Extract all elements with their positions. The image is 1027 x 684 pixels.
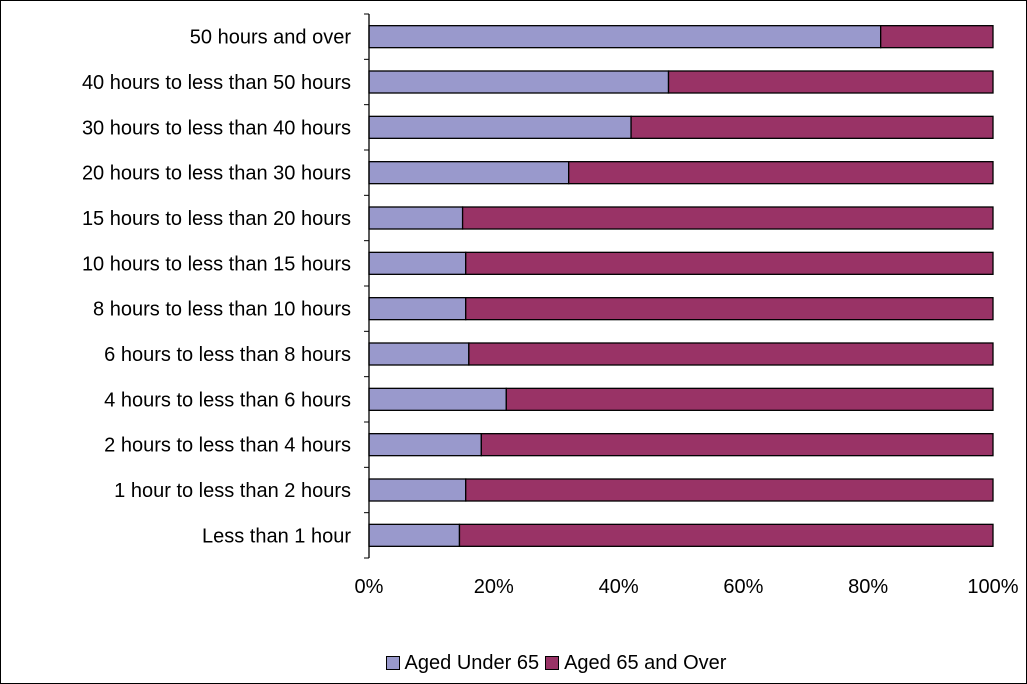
legend-label-under-65: Aged Under 65 — [404, 651, 540, 674]
bar-65-and-over-6 — [465, 297, 994, 321]
x-tick-label-5: 100% — [967, 576, 1018, 598]
category-label-11: Less than 1 hour — [202, 525, 351, 547]
category-label-8: 4 hours to less than 6 hours — [104, 389, 351, 411]
x-tick-label-4: 80% — [848, 576, 888, 598]
category-label-5: 10 hours to less than 15 hours — [82, 253, 351, 275]
bar-under-65-11 — [368, 523, 461, 547]
bar-under-65-2 — [368, 115, 632, 139]
bar-under-65-0 — [368, 25, 882, 49]
category-label-3: 20 hours to less than 30 hours — [82, 163, 351, 185]
category-label-10: 1 hour to less than 2 hours — [114, 480, 351, 502]
legend-label-65-and-over: Aged 65 and Over — [564, 651, 727, 674]
legend-item-65-and-over: Aged 65 and Over — [545, 652, 726, 675]
legend-swatch-65-and-over — [545, 656, 560, 670]
bar-under-65-3 — [368, 161, 570, 185]
bar-under-65-10 — [368, 478, 467, 502]
x-tick-label-1: 20% — [474, 576, 514, 598]
category-label-1: 40 hours to less than 50 hours — [82, 72, 351, 94]
bar-65-and-over-9 — [480, 433, 994, 457]
bar-under-65-6 — [368, 297, 467, 321]
category-label-0: 50 hours and over — [190, 27, 352, 49]
category-label-2: 30 hours to less than 40 hours — [82, 117, 351, 139]
legend: Aged Under 65 Aged 65 and Over — [366, 648, 746, 678]
x-tick-label-0: 0% — [355, 576, 384, 598]
bar-65-and-over-10 — [465, 478, 994, 502]
bar-under-65-8 — [368, 387, 507, 411]
category-label-4: 15 hours to less than 20 hours — [82, 208, 351, 230]
bar-65-and-over-11 — [458, 523, 994, 547]
bar-under-65-5 — [368, 251, 467, 275]
bar-65-and-over-8 — [505, 387, 994, 411]
legend-item-under-65: Aged Under 65 — [385, 651, 540, 675]
bar-under-65-7 — [368, 342, 470, 366]
x-tick-label-3: 60% — [723, 576, 763, 598]
bar-under-65-4 — [368, 206, 464, 230]
bar-65-and-over-0 — [880, 25, 994, 49]
bar-under-65-1 — [368, 70, 670, 94]
bar-65-and-over-1 — [667, 70, 994, 94]
category-label-7: 6 hours to less than 8 hours — [104, 344, 351, 366]
bar-under-65-9 — [368, 433, 482, 457]
x-tick-label-2: 40% — [599, 576, 639, 598]
bar-65-and-over-2 — [630, 115, 994, 139]
bar-65-and-over-7 — [468, 342, 994, 366]
bar-65-and-over-4 — [461, 206, 994, 230]
category-label-6: 8 hours to less than 10 hours — [93, 299, 351, 321]
category-label-9: 2 hours to less than 4 hours — [104, 435, 351, 457]
bar-65-and-over-5 — [465, 251, 994, 275]
legend-swatch-under-65 — [385, 656, 400, 670]
bar-65-and-over-3 — [568, 161, 994, 185]
